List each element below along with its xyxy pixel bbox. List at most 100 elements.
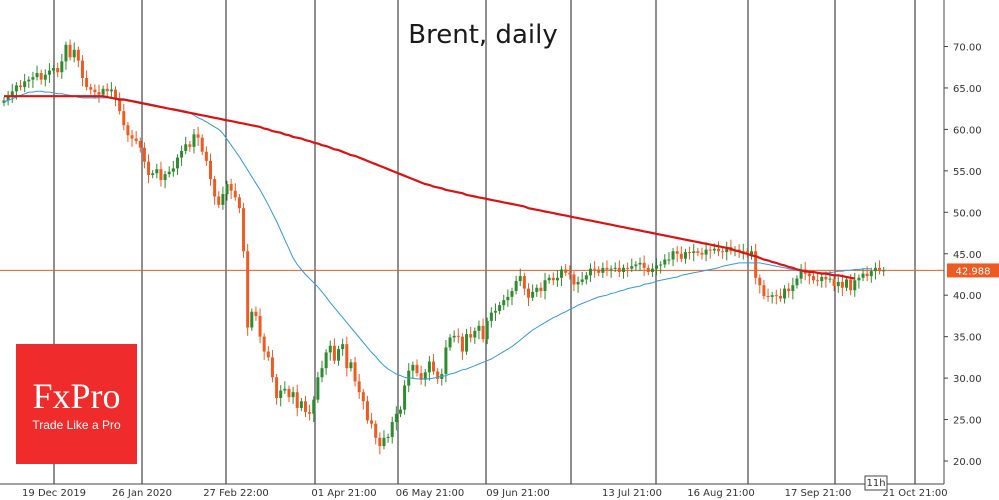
candle-body bbox=[514, 281, 518, 292]
candle-body bbox=[704, 249, 708, 255]
candle-body bbox=[555, 277, 559, 281]
candle-body bbox=[469, 334, 473, 338]
candle-body bbox=[237, 197, 241, 209]
candle-body bbox=[175, 157, 179, 169]
candle-body bbox=[688, 252, 692, 254]
candle-body bbox=[270, 357, 274, 378]
candle-body bbox=[560, 269, 564, 278]
candle-body bbox=[832, 278, 836, 287]
candle-body bbox=[700, 252, 704, 255]
candle-body bbox=[118, 97, 122, 112]
candle-body bbox=[147, 161, 151, 175]
y-tick-label: 65.00 bbox=[953, 84, 982, 95]
candle-body bbox=[708, 249, 712, 251]
candle-body bbox=[663, 259, 667, 265]
candle-body bbox=[878, 267, 882, 272]
candle-body bbox=[196, 134, 200, 138]
candle-body bbox=[80, 60, 84, 79]
candle-body bbox=[200, 137, 204, 152]
candle-body bbox=[444, 347, 448, 374]
candle-body bbox=[423, 372, 427, 380]
candle-body bbox=[328, 345, 332, 353]
candle-body bbox=[10, 91, 14, 97]
candle-body bbox=[72, 49, 76, 58]
candle-body bbox=[762, 285, 766, 297]
candle-body bbox=[23, 81, 27, 88]
candle-body bbox=[473, 330, 477, 338]
candle-body bbox=[114, 89, 118, 98]
candle-body bbox=[448, 337, 452, 348]
grid bbox=[53, 0, 916, 484]
candle-body bbox=[279, 390, 283, 398]
candle-body bbox=[43, 74, 47, 80]
candle-body bbox=[6, 96, 10, 101]
x-tick-label: 19 Dec 2019 bbox=[22, 488, 86, 499]
candle-body bbox=[849, 279, 853, 291]
candle-body bbox=[258, 315, 262, 337]
candle-body bbox=[192, 134, 196, 147]
ma-long-line bbox=[4, 95, 856, 280]
candle-body bbox=[56, 68, 60, 73]
candle-body bbox=[213, 179, 217, 197]
candle-body bbox=[303, 401, 307, 413]
candle-body bbox=[758, 277, 762, 286]
candle-body bbox=[679, 253, 683, 259]
candle-body bbox=[605, 267, 609, 270]
y-tick-label: 35.00 bbox=[953, 333, 982, 344]
x-tick-label: 16 Aug 21:00 bbox=[687, 488, 754, 499]
candle-body bbox=[415, 364, 419, 374]
candle-body bbox=[506, 296, 510, 301]
candle-body bbox=[465, 334, 469, 352]
candle-body bbox=[151, 173, 155, 175]
candle-body bbox=[299, 401, 303, 408]
candle-body bbox=[873, 267, 877, 272]
moving-averages bbox=[3, 90, 872, 380]
candle-body bbox=[374, 423, 378, 438]
candle-body bbox=[432, 361, 436, 372]
candle-body bbox=[766, 296, 770, 298]
candle-body bbox=[316, 377, 320, 400]
candle-body bbox=[857, 277, 861, 281]
candle-body bbox=[204, 151, 208, 161]
current-price-label: 42.988 bbox=[956, 266, 991, 277]
candle-body bbox=[617, 267, 621, 272]
candle-body bbox=[477, 325, 481, 331]
candle-body bbox=[35, 73, 39, 78]
candle-body bbox=[683, 252, 687, 259]
candle-body bbox=[613, 267, 617, 269]
candle-body bbox=[518, 276, 522, 282]
candle-body bbox=[622, 267, 625, 272]
candle-body bbox=[845, 279, 849, 288]
candle-body bbox=[609, 268, 613, 270]
candle-body bbox=[365, 401, 369, 421]
candle-body bbox=[126, 125, 130, 136]
y-tick-label: 25.00 bbox=[953, 416, 982, 427]
candle-body bbox=[341, 344, 345, 350]
candle-body bbox=[68, 44, 72, 58]
candle-body bbox=[419, 373, 423, 380]
candle-body bbox=[262, 336, 266, 352]
candle-body bbox=[109, 89, 113, 92]
candle-body bbox=[312, 399, 316, 414]
candle-body bbox=[597, 269, 601, 273]
candle-body bbox=[543, 280, 547, 292]
candle-body bbox=[337, 349, 341, 361]
candle-body bbox=[539, 287, 543, 292]
candle-body bbox=[89, 87, 93, 90]
candle-body bbox=[332, 345, 336, 361]
candle-body bbox=[427, 361, 431, 373]
candle-body bbox=[853, 280, 857, 291]
candle-body bbox=[774, 295, 778, 297]
candle-body bbox=[76, 49, 80, 61]
candle-body bbox=[320, 368, 324, 378]
candle-body bbox=[502, 300, 506, 306]
candle-body bbox=[646, 267, 650, 272]
candle-body bbox=[485, 320, 489, 340]
candle-body bbox=[861, 273, 865, 278]
candle-body bbox=[675, 251, 679, 254]
candle-body bbox=[869, 271, 873, 277]
candle-body bbox=[588, 268, 592, 276]
current-price-tag bbox=[947, 263, 999, 278]
